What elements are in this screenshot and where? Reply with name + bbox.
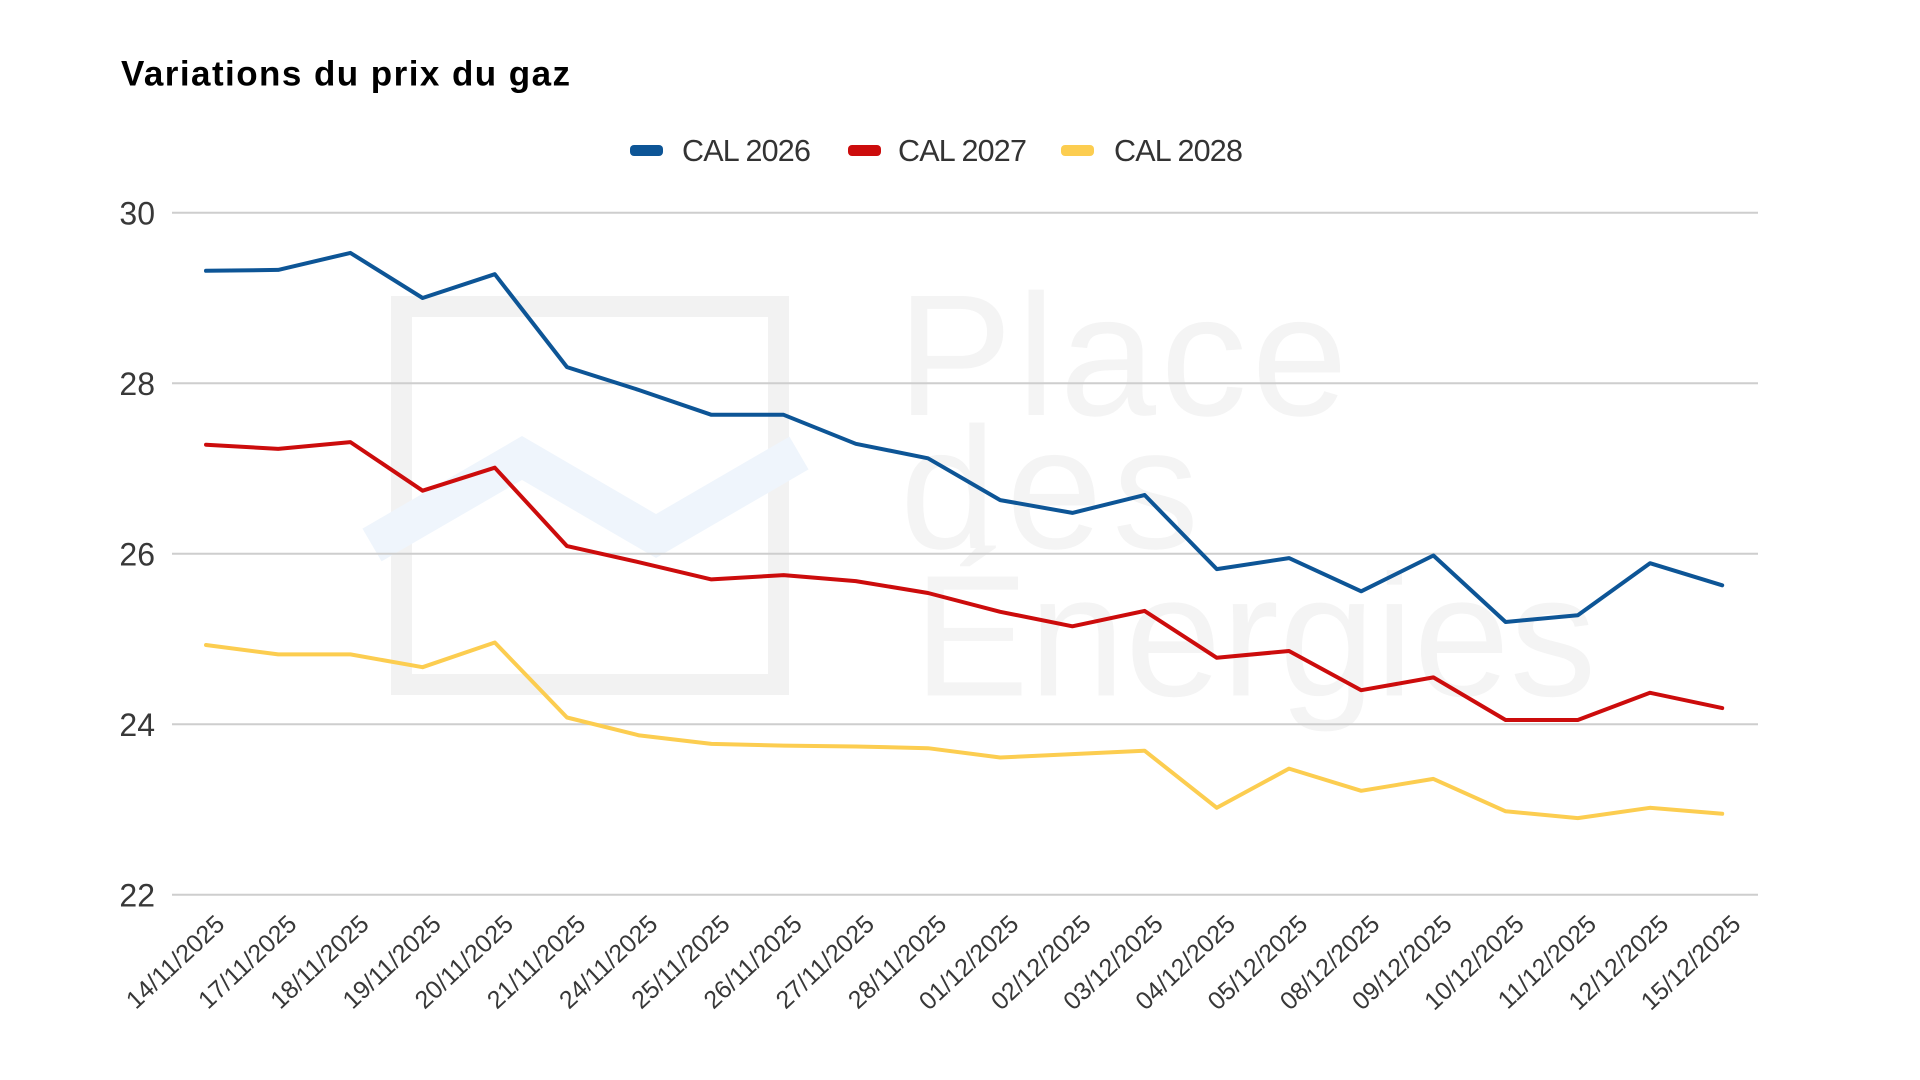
svg-text:Place: Place: [897, 258, 1352, 452]
svg-text:28: 28: [119, 366, 155, 402]
svg-text:CAL 2026: CAL 2026: [682, 134, 810, 168]
svg-text:30: 30: [119, 195, 155, 231]
svg-text:22: 22: [119, 877, 155, 913]
svg-text:24: 24: [119, 707, 155, 743]
svg-text:des: des: [900, 391, 1209, 585]
svg-text:26: 26: [119, 536, 155, 572]
svg-text:Variations du prix du gaz: Variations du prix du gaz: [121, 55, 572, 94]
svg-text:CAL 2027: CAL 2027: [898, 134, 1026, 168]
svg-text:Énergies: Énergies: [914, 539, 1597, 733]
svg-text:CAL 2028: CAL 2028: [1114, 134, 1242, 168]
